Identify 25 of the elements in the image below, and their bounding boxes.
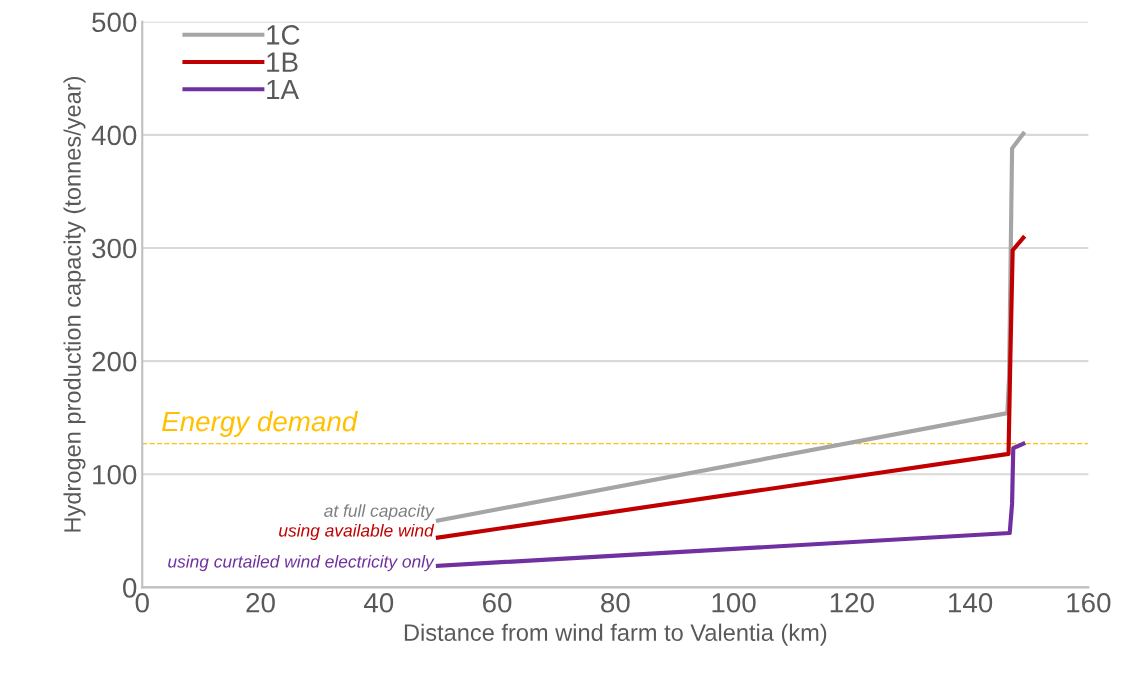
legend-label: 1C bbox=[267, 25, 300, 45]
y-axis-title: Hydrogen production capacity (tonnes/year) bbox=[63, 76, 86, 532]
line-series bbox=[435, 235, 1026, 540]
annotation: using available wind bbox=[279, 523, 435, 541]
y-tick-label: 200 bbox=[92, 351, 137, 372]
y-tick-label: 0 bbox=[123, 578, 137, 598]
y-tick-label: 400 bbox=[91, 125, 137, 146]
x-axis-title: Distance from wind farm to Valentia (km) bbox=[404, 623, 827, 646]
legend-label: 1A bbox=[267, 79, 299, 99]
x-tick-label: 40 bbox=[363, 592, 394, 613]
ref-line-label: Energy demand bbox=[162, 410, 359, 437]
x-tick-label: 160 bbox=[1067, 592, 1111, 613]
legend-label: 1B bbox=[267, 52, 298, 72]
y-tick-label: 500 bbox=[92, 12, 137, 33]
x-tick-label: 140 bbox=[949, 592, 993, 613]
x-tick-label: 60 bbox=[483, 592, 512, 613]
x-tick-label: 120 bbox=[830, 592, 874, 613]
line-series bbox=[435, 441, 1026, 568]
x-tick-label: 80 bbox=[601, 592, 630, 613]
annotation: using curtailed wind electricity only bbox=[168, 554, 435, 572]
y-tick-label: 100 bbox=[93, 464, 137, 485]
x-tick-label: 100 bbox=[712, 592, 756, 613]
x-tick-label: 20 bbox=[246, 592, 275, 613]
annotation: at full capacity bbox=[324, 504, 435, 521]
y-tick-label: 300 bbox=[92, 238, 137, 259]
